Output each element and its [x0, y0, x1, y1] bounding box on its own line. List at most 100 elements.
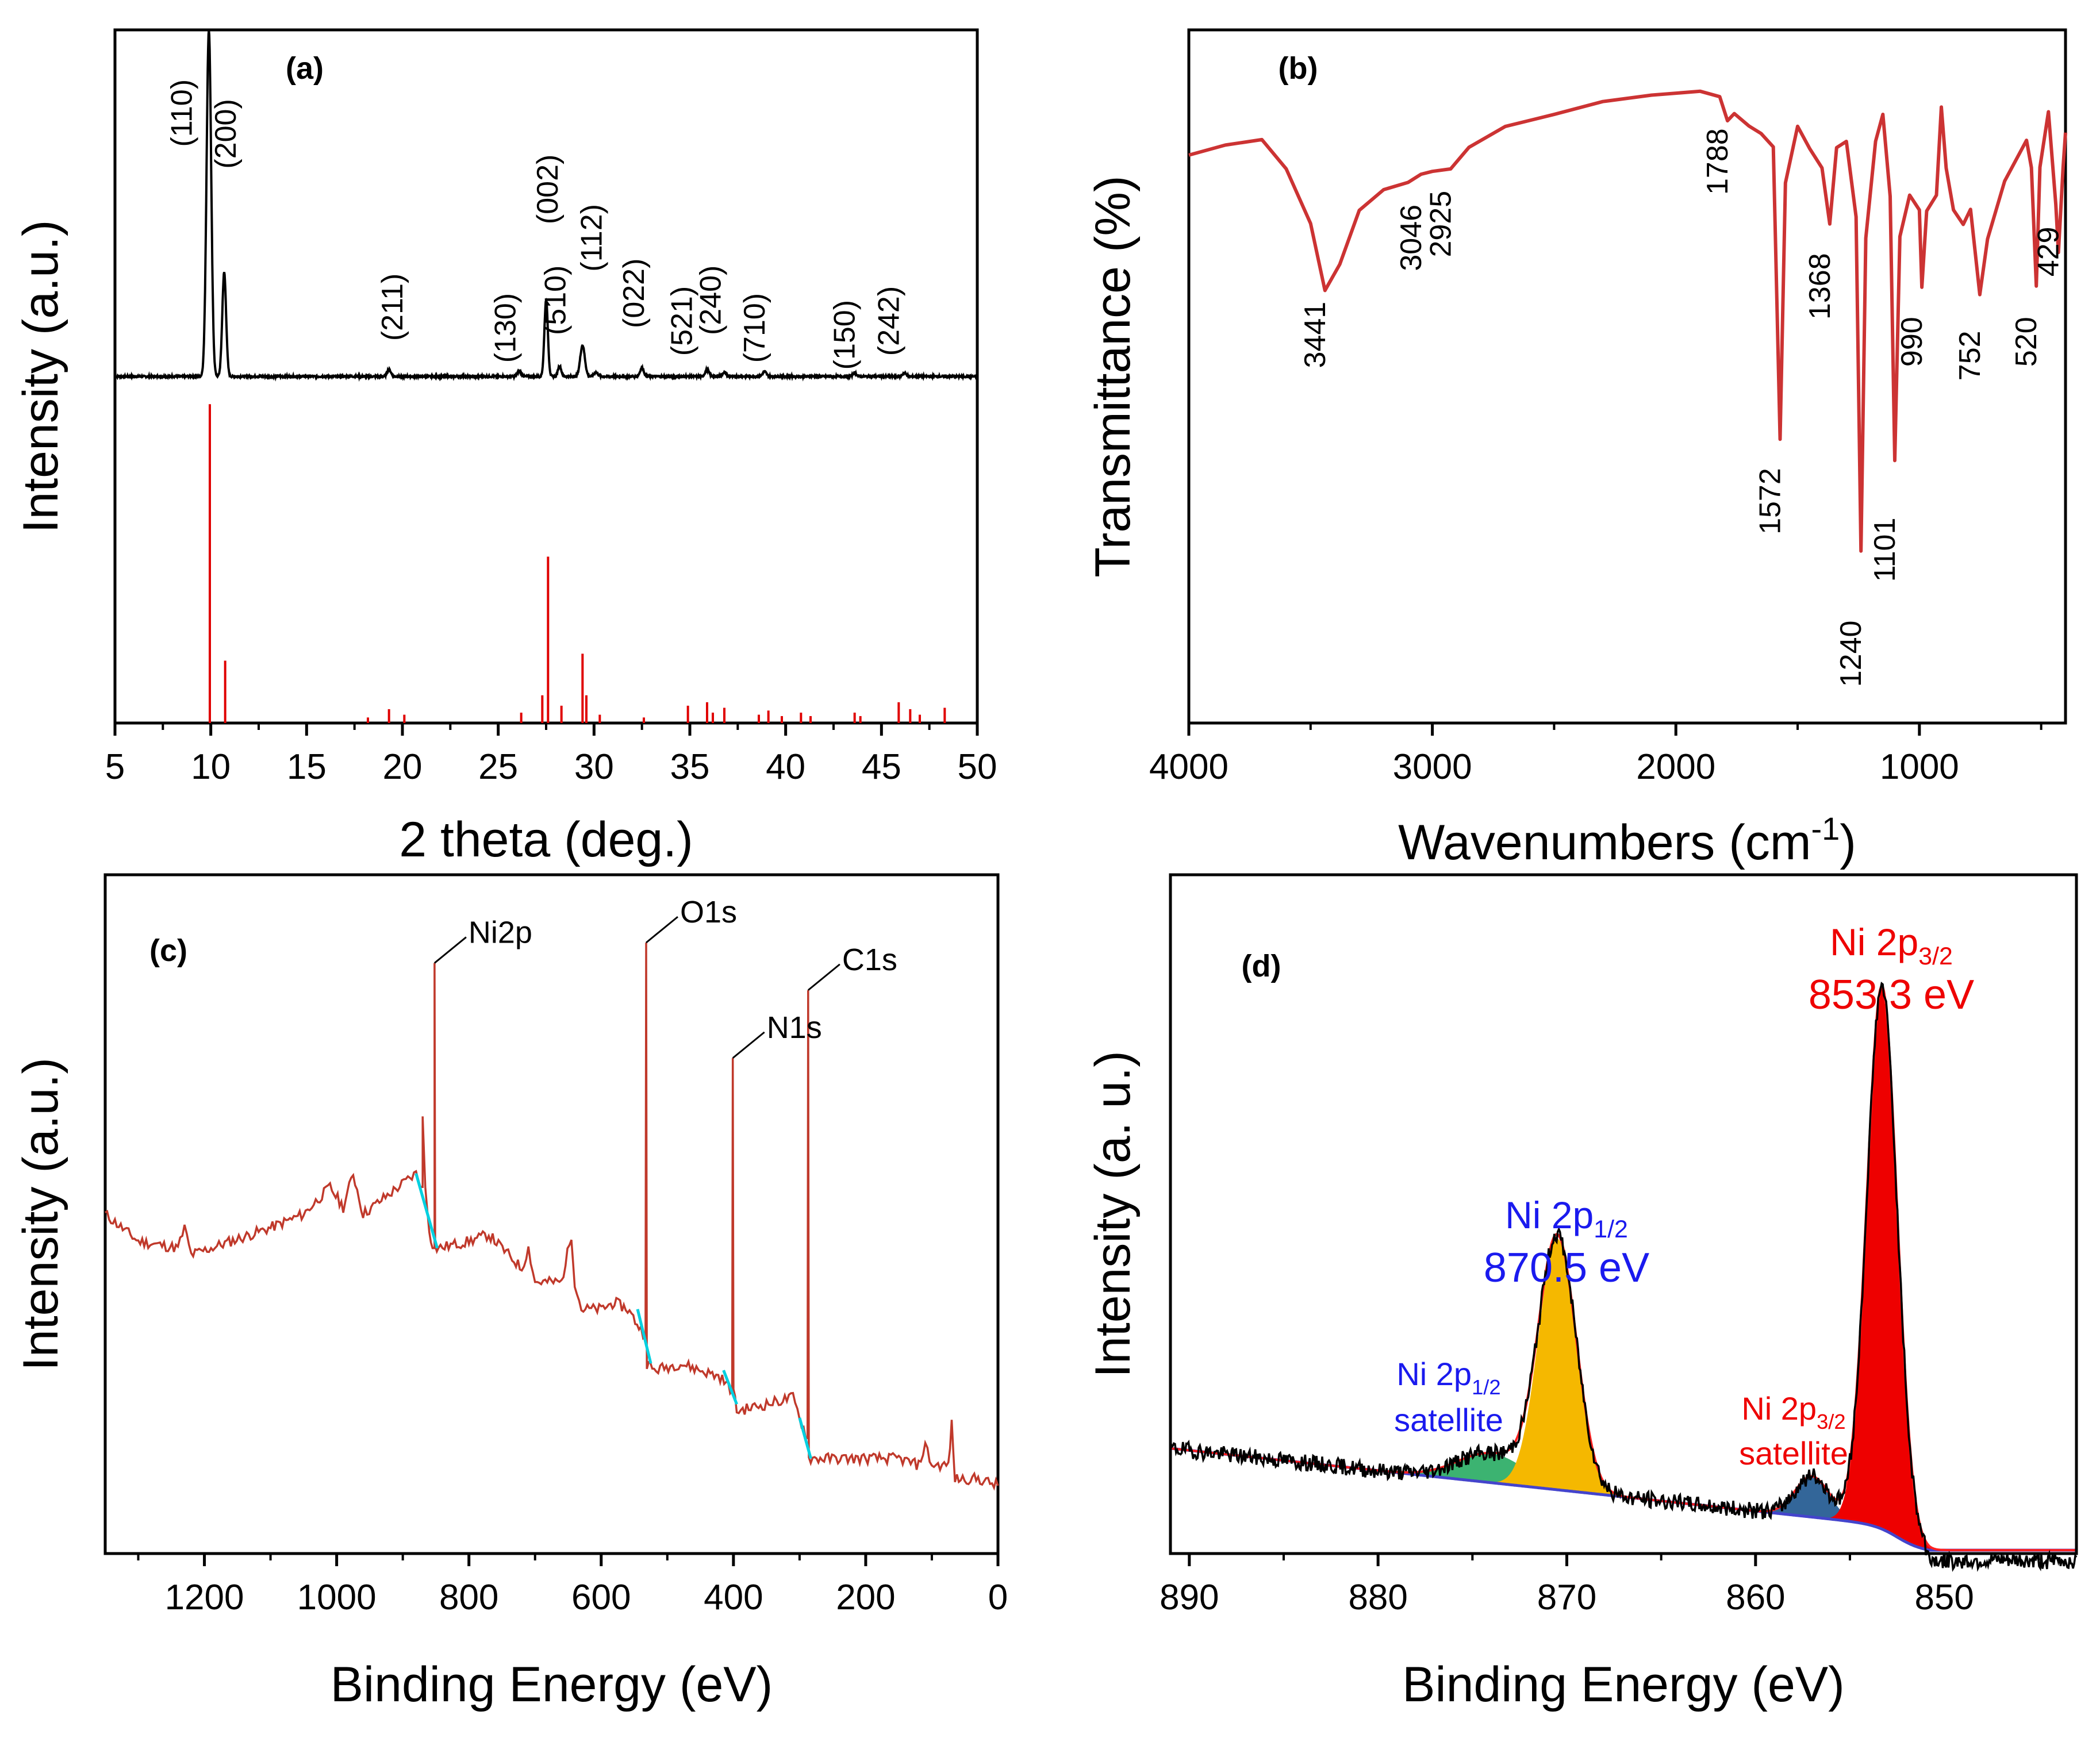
panel-a-peak-label: (110)	[165, 79, 198, 147]
panel-d-xlabel: Binding Energy (eV)	[1402, 1657, 1845, 1712]
panel-b-ftir-line	[1188, 89, 2067, 553]
panel-b-xtick-label: 4000	[1149, 747, 1228, 787]
panel-c-background-segment	[722, 1370, 738, 1405]
panel-c-frame	[103, 873, 1000, 1555]
panel-a-peak-label: (710)	[738, 293, 771, 363]
panel-d-ni2p32-satellite-label-sub: 3/2	[1817, 1410, 1846, 1433]
panel-d-ni2p32-label-sub: 3/2	[1918, 943, 1953, 970]
panel-a-peak-label: (211)	[376, 274, 409, 341]
panel-c-xps-survey-chart: 1200 1000 800 600 400 200 0 Ni2p O1s N1s C1s (c) Bin…	[13, 873, 1008, 1712]
panel-d-raw-data-line	[1169, 982, 2078, 1572]
panel-d-xtick-label: 880	[1348, 1578, 1407, 1617]
panel-d-ni2p32-label-main: Ni 2p	[1830, 921, 1918, 963]
panel-b-peak-label: 3441	[1299, 302, 1332, 368]
panel-c-xtick-label: 1200	[165, 1578, 244, 1617]
panel-c-survey-line	[105, 943, 999, 1491]
panel-b-peak-label: 1572	[1754, 468, 1787, 535]
panel-b-xlabel-sup: -1	[1811, 810, 1840, 847]
panel-a-xtick-label: 20	[383, 747, 423, 787]
panel-c-peak-label: C1s	[842, 943, 897, 977]
panel-c-peak-label: N1s	[767, 1010, 822, 1045]
panel-b-xlabel: Wavenumbers (cm-1)	[1398, 810, 1856, 870]
panel-a-xtick-label: 45	[862, 747, 901, 787]
panel-b-peak-label: 1788	[1701, 128, 1734, 195]
panel-d-xtick-label: 860	[1726, 1578, 1785, 1617]
panel-d-ni2p32-satellite-label-main: Ni 2p	[1741, 1390, 1817, 1427]
panel-b-label: (b)	[1279, 51, 1318, 86]
panel-b-xlabel-main: Wavenumbers (cm	[1398, 815, 1811, 870]
panel-a-xrd-chart: 5 10 15 20 25 30 35 40 45 50 (110) (200) (211) (130) (…	[13, 28, 997, 867]
panel-a-peak-label: (130)	[489, 293, 523, 363]
panel-d-label: (d)	[1242, 949, 1281, 983]
panel-c-xtick-label: 400	[704, 1578, 763, 1617]
panel-b-peak-label: 2925	[1424, 191, 1457, 257]
panel-c-leader-line	[732, 1031, 765, 1059]
panel-c-xtick-label: 800	[439, 1578, 498, 1617]
panel-a-peak-label: (510)	[539, 266, 572, 335]
panel-b-peak-label: 1368	[1803, 253, 1837, 320]
panel-d-xtick-label: 890	[1160, 1578, 1219, 1617]
panel-c-ylabel: Intensity (a.u.)	[13, 1058, 68, 1371]
panel-b-peak-label: 429	[2032, 227, 2066, 277]
panel-d-ni2p12-energy: 870.5 eV	[1484, 1245, 1649, 1291]
panel-a-peak-label: (200)	[209, 99, 243, 168]
panel-d-xtick-label: 870	[1537, 1578, 1596, 1617]
panel-d-ni2p32-label: Ni 2p3/2	[1830, 921, 1953, 970]
panel-d-xtick-label: 850	[1914, 1578, 1974, 1617]
panel-a-peak-label: (150)	[828, 300, 862, 370]
panel-b-peak-label: 1101	[1868, 518, 1902, 582]
panel-c-label: (c)	[149, 933, 187, 968]
panel-d-ni2p12-label: Ni 2p1/2	[1505, 1194, 1628, 1243]
panel-b-ylabel: Transmittance (%)	[1085, 175, 1141, 577]
panel-c-xtick-label: 1000	[297, 1578, 377, 1617]
panel-d-ni2p12-label-sub: 1/2	[1594, 1216, 1628, 1243]
panel-a-xtick-label: 35	[670, 747, 710, 787]
panel-b-xlabel-end: )	[1840, 815, 1856, 870]
panel-a-xtick-label: 25	[478, 747, 518, 787]
panel-a-xtick-label: 15	[287, 747, 327, 787]
panel-a-xtick-label: 30	[574, 747, 614, 787]
panel-d-component-fill	[1321, 1453, 1661, 1501]
panel-d-ylabel: Intensity (a. u.)	[1085, 1051, 1141, 1378]
panel-d-ni2p12-satellite-label-sub: 1/2	[1472, 1375, 1501, 1399]
panel-d-frame	[1169, 873, 2078, 1555]
panel-c-leader-line	[646, 916, 678, 944]
panel-c-background-segment	[636, 1309, 652, 1364]
panel-c-xtick-label: 600	[571, 1578, 631, 1617]
panel-b-peak-label: 752	[1953, 330, 1987, 380]
panel-b-xtick-label: 2000	[1636, 747, 1715, 787]
panel-a-peak-label: (002)	[531, 155, 565, 224]
panel-b-peak-label: 1240	[1834, 621, 1868, 687]
panel-c-xtick-label: 0	[988, 1578, 1008, 1617]
panel-d-ni2p32-energy: 853.3 eV	[1809, 972, 1974, 1018]
panel-d-component-fill	[1806, 986, 1958, 1551]
panel-a-peak-label: (240)	[694, 266, 727, 335]
panel-a-peak-label: (022)	[617, 259, 651, 328]
panel-c-xtick-label: 200	[836, 1578, 895, 1617]
panel-a-xtick-label: 10	[191, 747, 231, 787]
panel-d-ni2p32-satellite-word: satellite	[1739, 1435, 1848, 1471]
panel-b-peak-label: 990	[1895, 317, 1929, 367]
panel-b-xtick-label: 3000	[1393, 747, 1472, 787]
panel-a-ylabel: Intensity (a.u.)	[13, 220, 68, 533]
panel-d-ni2p12-label-main: Ni 2p	[1505, 1194, 1594, 1236]
panel-a-xtick-label: 5	[105, 747, 125, 787]
panel-d-ni2p32-satellite-label: Ni 2p3/2	[1741, 1390, 1845, 1433]
panel-c-xlabel: Binding Energy (eV)	[331, 1657, 773, 1712]
panel-c-leader-line	[807, 963, 840, 991]
panel-d-ni2p12-satellite-word: satellite	[1394, 1402, 1503, 1438]
panel-d-ni2p12-satellite-label: Ni 2p1/2	[1396, 1356, 1500, 1399]
panel-d-component-fill	[1462, 1239, 1652, 1500]
panel-c-leader-line	[433, 936, 467, 964]
panel-b-xtick-label: 1000	[1880, 747, 1959, 787]
panel-d-ni2p12-satellite-label-main: Ni 2p	[1396, 1356, 1472, 1392]
panel-a-label: (a)	[286, 51, 324, 86]
panel-a-xtick-label: 50	[958, 747, 997, 787]
panel-b-frame	[1187, 28, 2067, 725]
panel-c-background-segment	[414, 1172, 439, 1249]
panel-c-peak-label: O1s	[680, 895, 737, 929]
panel-a-peak-label: (521)	[665, 286, 698, 356]
